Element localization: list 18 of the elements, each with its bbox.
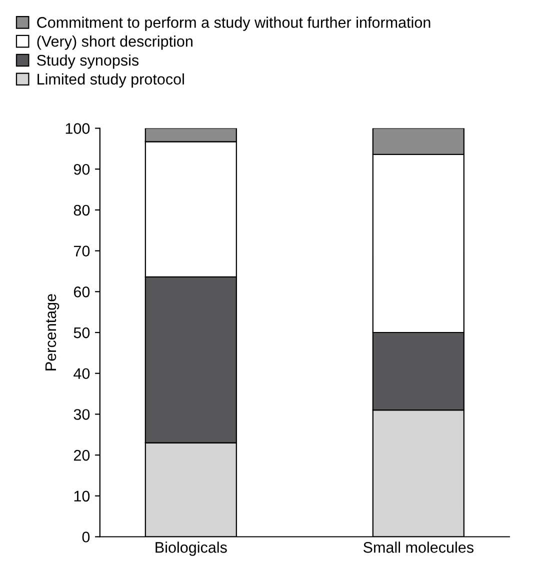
y-tick-label: 80 bbox=[74, 204, 90, 216]
legend-label: Study synopsis bbox=[37, 54, 139, 69]
y-tick-label: 70 bbox=[74, 246, 90, 256]
x-tick-label: Biologicals bbox=[156, 542, 227, 556]
y-tick-label: 20 bbox=[74, 450, 90, 461]
y-axis-title: Percentage bbox=[45, 294, 60, 370]
y-tick-label: 100 bbox=[66, 123, 90, 134]
y-tick-label: 30 bbox=[74, 409, 90, 420]
y-tick-label: 40 bbox=[74, 368, 90, 380]
y-tick-label: 10 bbox=[74, 490, 90, 502]
legend-label: (Very) short description bbox=[37, 36, 192, 50]
y-tick-label: 0 bbox=[82, 532, 90, 542]
x-tick-label: Small molecules bbox=[364, 542, 474, 553]
legend-label: Commitment to perform a study without further information bbox=[37, 16, 430, 31]
y-tick-label: 60 bbox=[74, 286, 90, 298]
y-tick-label: 90 bbox=[74, 164, 90, 175]
legend-label: Limited study protocol bbox=[38, 73, 184, 88]
y-tick-label: 50 bbox=[74, 327, 90, 338]
